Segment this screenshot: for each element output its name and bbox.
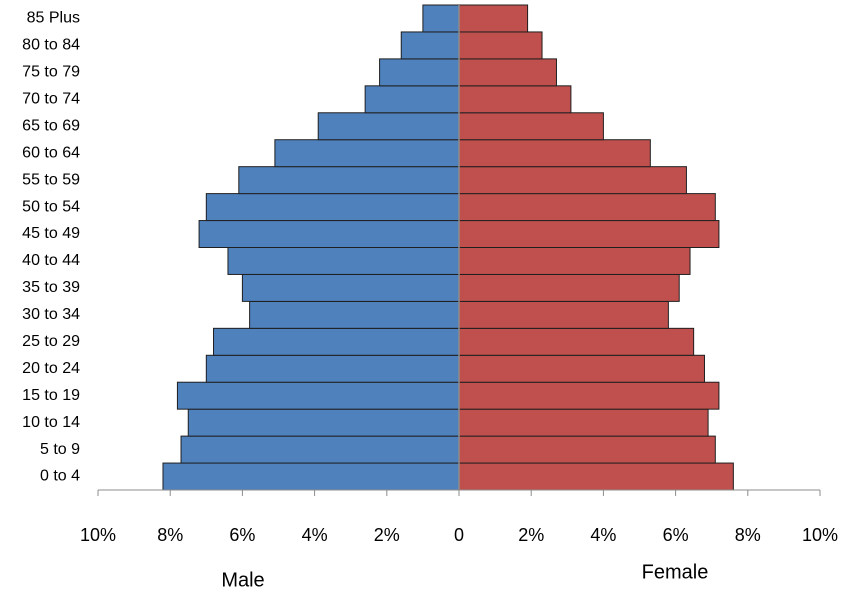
bar	[458, 273, 680, 302]
x-tick-label: 10%	[80, 525, 116, 545]
bar	[205, 193, 460, 222]
x-tick-label: 2%	[518, 525, 544, 545]
bar	[205, 354, 460, 383]
bar	[458, 4, 529, 33]
bar	[379, 58, 460, 87]
bar	[187, 408, 460, 437]
y-tick-label: 85 Plus	[27, 10, 80, 27]
bar	[458, 381, 720, 410]
x-tick-label: 8%	[157, 525, 183, 545]
bar	[180, 435, 460, 464]
y-tick-label: 75 to 79	[22, 64, 80, 81]
y-tick-label: 15 to 19	[22, 387, 80, 404]
bar	[227, 247, 460, 275]
bar	[458, 58, 557, 87]
bar	[458, 354, 705, 383]
series-label: Male	[221, 569, 264, 591]
bar	[458, 139, 651, 168]
bar	[458, 112, 604, 141]
bar	[458, 327, 695, 356]
bar	[249, 300, 460, 329]
y-tick-label: 20 to 24	[22, 360, 80, 377]
y-tick-label: 30 to 34	[22, 306, 80, 323]
x-tick-label: 0	[454, 525, 464, 545]
x-tick-label: 6%	[663, 525, 689, 545]
bar	[458, 462, 734, 491]
bar	[422, 4, 460, 33]
x-tick-label: 4%	[590, 525, 616, 545]
x-tick-label: 10%	[802, 525, 838, 545]
x-tick-label: 2%	[374, 525, 400, 545]
y-tick-label: 35 to 39	[22, 279, 80, 296]
y-tick-label: 65 to 69	[22, 117, 80, 134]
bar	[274, 139, 460, 168]
bar	[400, 31, 460, 60]
y-tick-label: 55 to 59	[22, 171, 80, 188]
y-tick-label: 5 to 9	[40, 441, 80, 458]
bar	[317, 112, 460, 141]
bar	[458, 166, 687, 195]
y-tick-label: 40 to 44	[22, 252, 80, 269]
y-tick-label: 50 to 54	[22, 198, 80, 215]
bar	[364, 85, 460, 114]
x-tick-label: 6%	[229, 525, 255, 545]
bar	[241, 273, 460, 302]
y-tick-label: 25 to 29	[22, 333, 80, 350]
bar	[162, 462, 460, 491]
x-tick-label: 8%	[735, 525, 761, 545]
y-tick-label: 45 to 49	[22, 225, 80, 242]
y-tick-label: 0 to 4	[40, 468, 80, 485]
bar	[458, 220, 720, 249]
y-tick-label: 70 to 74	[22, 91, 80, 108]
series-label: Female	[642, 561, 709, 583]
bar	[458, 85, 572, 114]
bar	[458, 193, 716, 222]
bar	[213, 327, 460, 356]
x-tick-label: 4%	[302, 525, 328, 545]
bar	[198, 220, 460, 249]
y-tick-label: 10 to 14	[22, 414, 80, 431]
bar	[238, 166, 460, 195]
bar	[458, 31, 543, 60]
y-tick-label: 80 to 84	[22, 37, 80, 54]
bar	[458, 300, 669, 329]
y-tick-label: 60 to 64	[22, 144, 80, 161]
bar	[458, 247, 691, 275]
bar	[176, 381, 460, 410]
bar	[458, 408, 709, 437]
bar	[458, 435, 716, 464]
